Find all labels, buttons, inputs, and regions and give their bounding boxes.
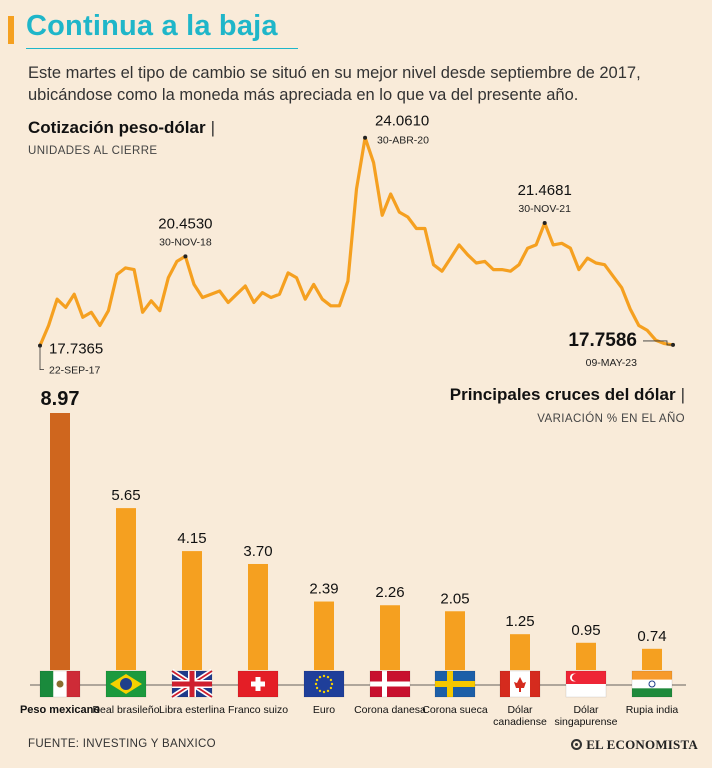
bar-group-6: 2.05 Corona sueca [422, 590, 488, 716]
eu-flag-icon [303, 670, 345, 698]
bar [314, 601, 334, 670]
bar-value-label: 0.74 [637, 628, 666, 645]
annotation-1: 20.4530 30-NOV-18 [158, 215, 213, 259]
bar-chart: 8.97 Peso mexicano 5.65 Real brasileño 4.15 L… [20, 388, 686, 728]
canada-flag-icon [499, 670, 541, 698]
title-accent-bar [8, 16, 14, 44]
brand-icon [571, 739, 583, 750]
bar-chart-subtitle: VARIACIÓN % EN EL AÑO [537, 413, 685, 425]
bar-group-1: 5.65 Real brasileño [92, 487, 159, 716]
bar-chart-title: Principales cruces del dólar | [449, 385, 685, 404]
annotation-4: 17.7586 09-MAY-23 [568, 330, 675, 369]
source-note: FUENTE: INVESTING Y BANXICO [28, 738, 216, 750]
annotation-value: 21.4681 [518, 182, 572, 199]
bar-category-label: Rupia india [626, 704, 679, 716]
bar-category-label: Euro [313, 704, 335, 716]
annotation-point [183, 254, 188, 259]
india-flag-icon [631, 670, 673, 698]
bar-value-label: 4.15 [177, 530, 206, 547]
bar-group-7: 1.25 Dólar canadiense [493, 613, 547, 728]
annotation-0: 17.7365 22-SEP-17 [38, 341, 103, 377]
bar-group-3: 3.70 Franco suizo [228, 543, 288, 716]
bar-value-label: 0.95 [571, 622, 600, 639]
bar [642, 648, 662, 670]
bar [182, 551, 202, 670]
annotation-date: 30-NOV-21 [518, 203, 571, 215]
line-chart-title: Cotización peso-dólar | [28, 118, 215, 137]
bar-category-label: Libra esterlina [159, 704, 225, 716]
line-chart: 17.7365 22-SEP-17 20.4530 30-NOV-18 24.0610 3… [38, 113, 675, 377]
bar [510, 634, 530, 670]
bar-group-8: 0.95 Dólar singapurense [554, 622, 617, 728]
annotation-value: 17.7586 [568, 330, 637, 351]
uk-flag-icon [170, 668, 214, 700]
bar-category-label: Corona sueca [422, 704, 488, 716]
annotation-date: 22-SEP-17 [49, 365, 101, 377]
switzerland-flag-icon [237, 670, 279, 698]
bar-group-5: 2.26 Corona danesa [354, 584, 426, 716]
bar-value-label: 2.39 [309, 581, 338, 598]
annotation-date: 30-NOV-18 [159, 236, 212, 248]
bar-group-0: 8.97 Peso mexicano [20, 388, 100, 716]
bar [248, 563, 268, 670]
bar-value-label: 5.65 [111, 487, 140, 504]
bar-category-label: Dólar singapurense [554, 704, 617, 728]
bar-group-4: 2.39 Euro [303, 581, 345, 716]
annotation-3: 21.4681 30-NOV-21 [518, 182, 572, 225]
line-chart-subtitle: UNIDADES AL CIERRE [28, 145, 158, 157]
annotation-date: 30-ABR-20 [377, 135, 429, 147]
bar [445, 611, 465, 670]
title-underline [26, 48, 298, 49]
mexico-flag-icon [39, 670, 81, 698]
annotation-point [363, 135, 368, 140]
bar [50, 413, 70, 670]
annotation-value: 20.4530 [158, 215, 212, 232]
annotation-value: 17.7365 [49, 341, 103, 358]
annotation-2: 24.0610 30-ABR-20 [363, 113, 429, 147]
bar-group-9: 0.74 Rupia india [626, 628, 679, 716]
bar-category-label: Franco suizo [228, 704, 288, 716]
bar [576, 642, 596, 670]
bar-category-label: Corona danesa [354, 704, 426, 716]
page-title: Continua a la baja [26, 10, 278, 42]
annotation-date: 09-MAY-23 [586, 357, 638, 369]
bar-value-label: 3.70 [243, 543, 272, 560]
sweden-flag-icon [434, 670, 476, 698]
page-subtitle: Este martes el tipo de cambio se situó e… [28, 64, 641, 104]
brazil-flag-icon [105, 670, 147, 698]
bar-category-label: Peso mexicano [20, 704, 100, 716]
bar-category-label: Real brasileño [92, 704, 159, 716]
annotation-point [542, 220, 547, 225]
annotation-value: 24.0610 [375, 113, 429, 130]
bar [380, 605, 400, 670]
bar-value-label: 2.05 [440, 590, 469, 607]
annotation-leader [39, 345, 44, 371]
brand-logo: EL ECONOMISTA [571, 737, 698, 753]
singapore-flag-icon [565, 670, 607, 698]
bar-value-label: 1.25 [505, 613, 534, 630]
annotation-leader [643, 340, 673, 346]
bar-value-label: 8.97 [41, 388, 80, 410]
denmark-flag-icon [369, 670, 411, 698]
series-line-peso-dolar [38, 136, 675, 348]
bar-group-2: 4.15 Libra esterlina [159, 530, 225, 716]
bar-value-label: 2.26 [375, 584, 404, 601]
bar [116, 508, 136, 670]
bar-category-label: Dólar canadiense [493, 704, 547, 728]
